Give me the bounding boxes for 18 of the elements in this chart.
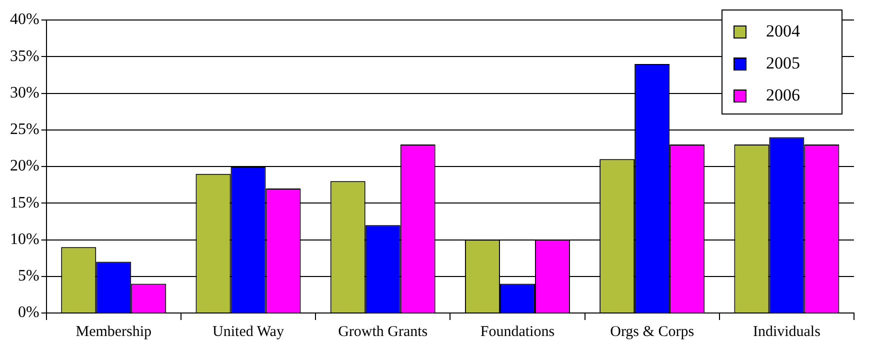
y-tick-label: 10% [10,230,40,248]
x-tick-label: Membership [76,324,152,340]
y-tick-label: 5% [18,268,40,285]
x-tick-label: Orgs & Corps [610,324,694,340]
legend-label: 2005 [766,53,800,72]
x-tick-label: Individuals [752,324,821,340]
y-tick-label: 20% [10,158,40,175]
y-tick-label: 25% [10,121,40,138]
legend-label: 2006 [766,85,800,104]
x-tick-label: Growth Grants [338,324,428,340]
y-tick-label: 35% [10,48,40,65]
y-tick-label: 40% [10,11,40,28]
y-tick-label: 15% [10,194,40,212]
x-tick-label: United Way [212,324,284,340]
legend-label: 2004 [766,21,800,40]
y-tick-label: 0% [18,304,40,322]
x-tick-label: Foundations [480,324,555,340]
y-tick-label: 30% [10,84,40,102]
